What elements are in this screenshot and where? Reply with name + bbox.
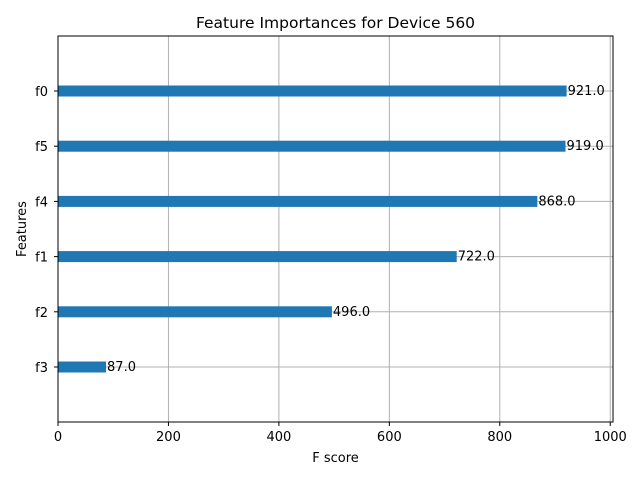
y-tick-label-f3: f3 bbox=[35, 361, 48, 376]
data-labels: 921.0 919.0 868.0 722.0 496.0 87.0 bbox=[107, 84, 605, 375]
y-tick-label-f5: f5 bbox=[35, 140, 48, 155]
bar-f0 bbox=[58, 85, 567, 97]
bar-f3 bbox=[58, 361, 107, 373]
y-tick-label-f2: f2 bbox=[35, 306, 48, 321]
data-label-f1: 722.0 bbox=[458, 250, 495, 265]
y-tick-label-f0: f0 bbox=[35, 85, 48, 100]
data-label-f5: 919.0 bbox=[567, 139, 604, 154]
bar-f4 bbox=[58, 195, 538, 207]
x-tick-label: 1000 bbox=[594, 430, 627, 445]
bar-f2 bbox=[58, 306, 332, 318]
bars bbox=[58, 85, 567, 373]
x-tick-label: 200 bbox=[156, 430, 181, 445]
data-label-f3: 87.0 bbox=[107, 360, 136, 375]
plot-frame bbox=[57, 35, 614, 423]
data-label-f2: 496.0 bbox=[333, 305, 370, 320]
y-tick-label-f4: f4 bbox=[35, 195, 48, 210]
x-tick-label: 0 bbox=[54, 430, 62, 445]
y-axis-ticks: f0 f5 f4 f1 f2 f3 bbox=[35, 85, 58, 376]
chart-title: Feature Importances for Device 560 bbox=[196, 14, 475, 32]
data-label-f4: 868.0 bbox=[538, 194, 575, 209]
data-label-f0: 921.0 bbox=[568, 84, 605, 99]
bar-f5 bbox=[58, 140, 566, 152]
x-axis-label: F score bbox=[312, 451, 359, 466]
x-axis-ticks: 0 200 400 600 800 1000 bbox=[54, 422, 627, 445]
y-axis-label: Features bbox=[15, 201, 30, 257]
x-tick-label: 600 bbox=[377, 430, 402, 445]
x-tick-label: 400 bbox=[266, 430, 291, 445]
bar-f1 bbox=[58, 251, 457, 263]
x-tick-label: 800 bbox=[487, 430, 512, 445]
y-tick-label-f1: f1 bbox=[35, 251, 48, 266]
